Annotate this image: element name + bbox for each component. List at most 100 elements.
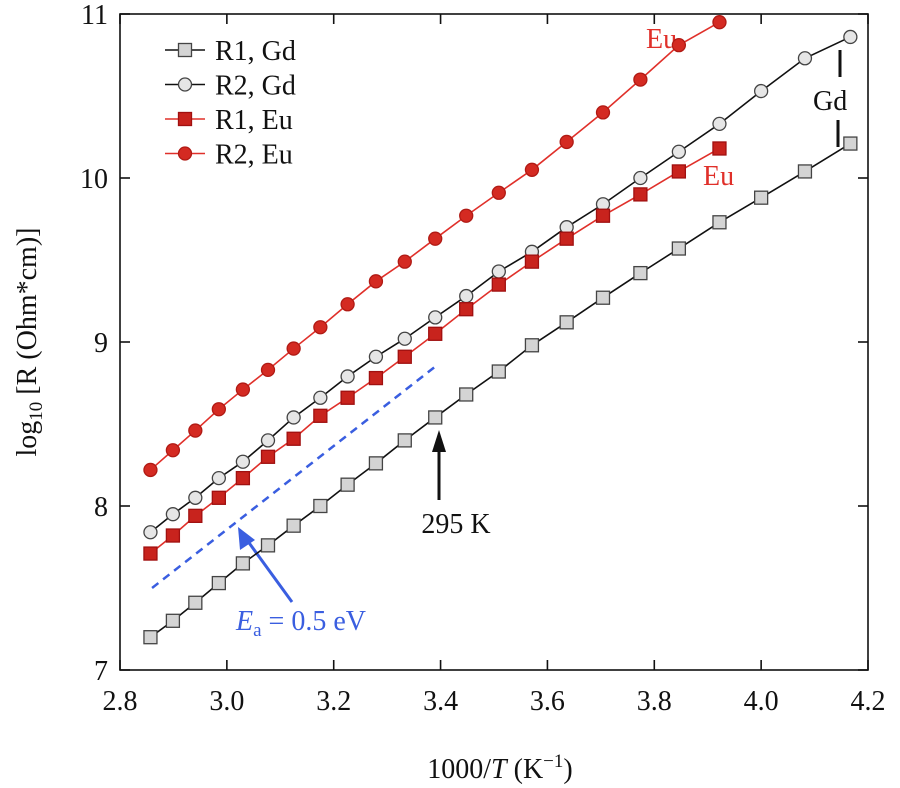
data-point bbox=[712, 215, 727, 230]
data-point bbox=[843, 136, 858, 151]
x-tick-label: 3.6 bbox=[530, 686, 565, 717]
y-tick-label: 10 bbox=[80, 164, 108, 195]
series-line bbox=[149, 147, 720, 555]
data-point bbox=[753, 190, 769, 205]
data-point bbox=[524, 254, 540, 269]
data-point bbox=[491, 364, 506, 379]
legend-label: R1, Eu bbox=[215, 105, 293, 136]
data-point bbox=[286, 518, 301, 533]
energy-symbol: E bbox=[235, 606, 253, 637]
data-point bbox=[491, 264, 506, 279]
data-point bbox=[260, 449, 276, 464]
data-point bbox=[797, 164, 813, 179]
data-point bbox=[211, 470, 226, 486]
data-point bbox=[491, 185, 506, 200]
data-point bbox=[633, 170, 648, 186]
arrow-head bbox=[238, 527, 255, 550]
data-point bbox=[211, 402, 226, 417]
data-point bbox=[524, 338, 540, 353]
legend-marker bbox=[177, 77, 193, 92]
data-point bbox=[313, 390, 328, 405]
data-point bbox=[313, 320, 328, 335]
x-axis-label: 1000/T (K−1) bbox=[427, 751, 572, 785]
data-point bbox=[143, 462, 158, 478]
x-tick-label: 3.0 bbox=[209, 686, 244, 717]
arrow bbox=[245, 539, 294, 603]
data-point bbox=[671, 241, 687, 256]
annotation-temperature: 295 K bbox=[421, 509, 490, 540]
data-point bbox=[211, 575, 226, 591]
data-point bbox=[559, 231, 574, 246]
y-label-part: [R (Ohm*cm)] bbox=[12, 228, 43, 402]
data-point bbox=[671, 164, 687, 179]
data-point bbox=[340, 477, 355, 492]
annotation-eu: Eu bbox=[703, 161, 734, 192]
data-point bbox=[188, 508, 203, 523]
x-label-part: ) bbox=[563, 754, 572, 785]
x-tick-label: 3.4 bbox=[423, 686, 458, 717]
data-point bbox=[211, 490, 226, 505]
energy-sub: a bbox=[253, 620, 262, 641]
data-point bbox=[165, 613, 181, 628]
data-point bbox=[260, 362, 276, 378]
data-point bbox=[459, 387, 474, 402]
legend-marker bbox=[177, 42, 193, 58]
annotation-energy: Ea = 0.5 eV bbox=[235, 606, 366, 641]
data-point bbox=[313, 408, 328, 423]
data-point bbox=[595, 208, 611, 223]
data-point bbox=[491, 277, 506, 292]
data-point bbox=[143, 630, 158, 645]
legend-label: R1, Gd bbox=[215, 36, 296, 67]
data-point bbox=[459, 288, 474, 304]
data-point bbox=[633, 72, 648, 87]
data-point bbox=[143, 546, 158, 561]
data-point bbox=[633, 187, 648, 202]
data-point bbox=[260, 538, 276, 553]
data-point bbox=[368, 370, 384, 386]
data-point bbox=[712, 141, 727, 156]
data-point bbox=[595, 105, 611, 120]
y-tick-label: 11 bbox=[81, 0, 108, 31]
data-point bbox=[524, 162, 540, 177]
data-point bbox=[397, 433, 412, 448]
data-point bbox=[459, 208, 474, 223]
y-label-part: 10 bbox=[26, 402, 47, 421]
data-point bbox=[428, 310, 443, 325]
data-point bbox=[595, 290, 611, 305]
data-point bbox=[340, 390, 355, 405]
x-label-part: (K bbox=[507, 754, 544, 785]
data-point bbox=[397, 349, 412, 364]
x-label-part: −1 bbox=[543, 751, 563, 772]
annotation-gd: Gd bbox=[813, 86, 847, 117]
x-tick-label: 3.8 bbox=[637, 686, 672, 717]
data-point bbox=[235, 382, 251, 397]
data-point bbox=[286, 431, 301, 446]
data-point bbox=[428, 326, 443, 341]
data-point bbox=[459, 302, 474, 317]
x-label-part: 1000/ bbox=[427, 754, 491, 785]
data-point bbox=[188, 490, 203, 505]
data-point bbox=[397, 331, 412, 346]
data-point bbox=[286, 410, 301, 425]
data-point bbox=[428, 410, 443, 425]
legend-label: R2, Gd bbox=[215, 71, 296, 102]
data-point bbox=[235, 454, 251, 469]
data-point bbox=[260, 433, 276, 448]
y-tick-label: 8 bbox=[94, 492, 108, 523]
legend-label: R2, Eu bbox=[215, 140, 293, 171]
data-point bbox=[397, 254, 412, 269]
y-tick-label: 7 bbox=[94, 656, 108, 687]
data-point bbox=[165, 443, 181, 458]
data-point bbox=[559, 315, 574, 330]
data-point bbox=[235, 556, 251, 571]
x-tick-label: 4.0 bbox=[744, 686, 779, 717]
arrow-head bbox=[432, 430, 446, 452]
data-point bbox=[753, 83, 769, 99]
data-point bbox=[368, 456, 384, 471]
legend-marker bbox=[177, 146, 193, 161]
y-axis-label: log10 [R (Ohm*cm)] bbox=[12, 228, 47, 457]
data-point bbox=[712, 15, 727, 30]
data-point bbox=[671, 38, 687, 53]
energy-rest: = 0.5 eV bbox=[262, 606, 366, 637]
data-point bbox=[797, 51, 813, 66]
